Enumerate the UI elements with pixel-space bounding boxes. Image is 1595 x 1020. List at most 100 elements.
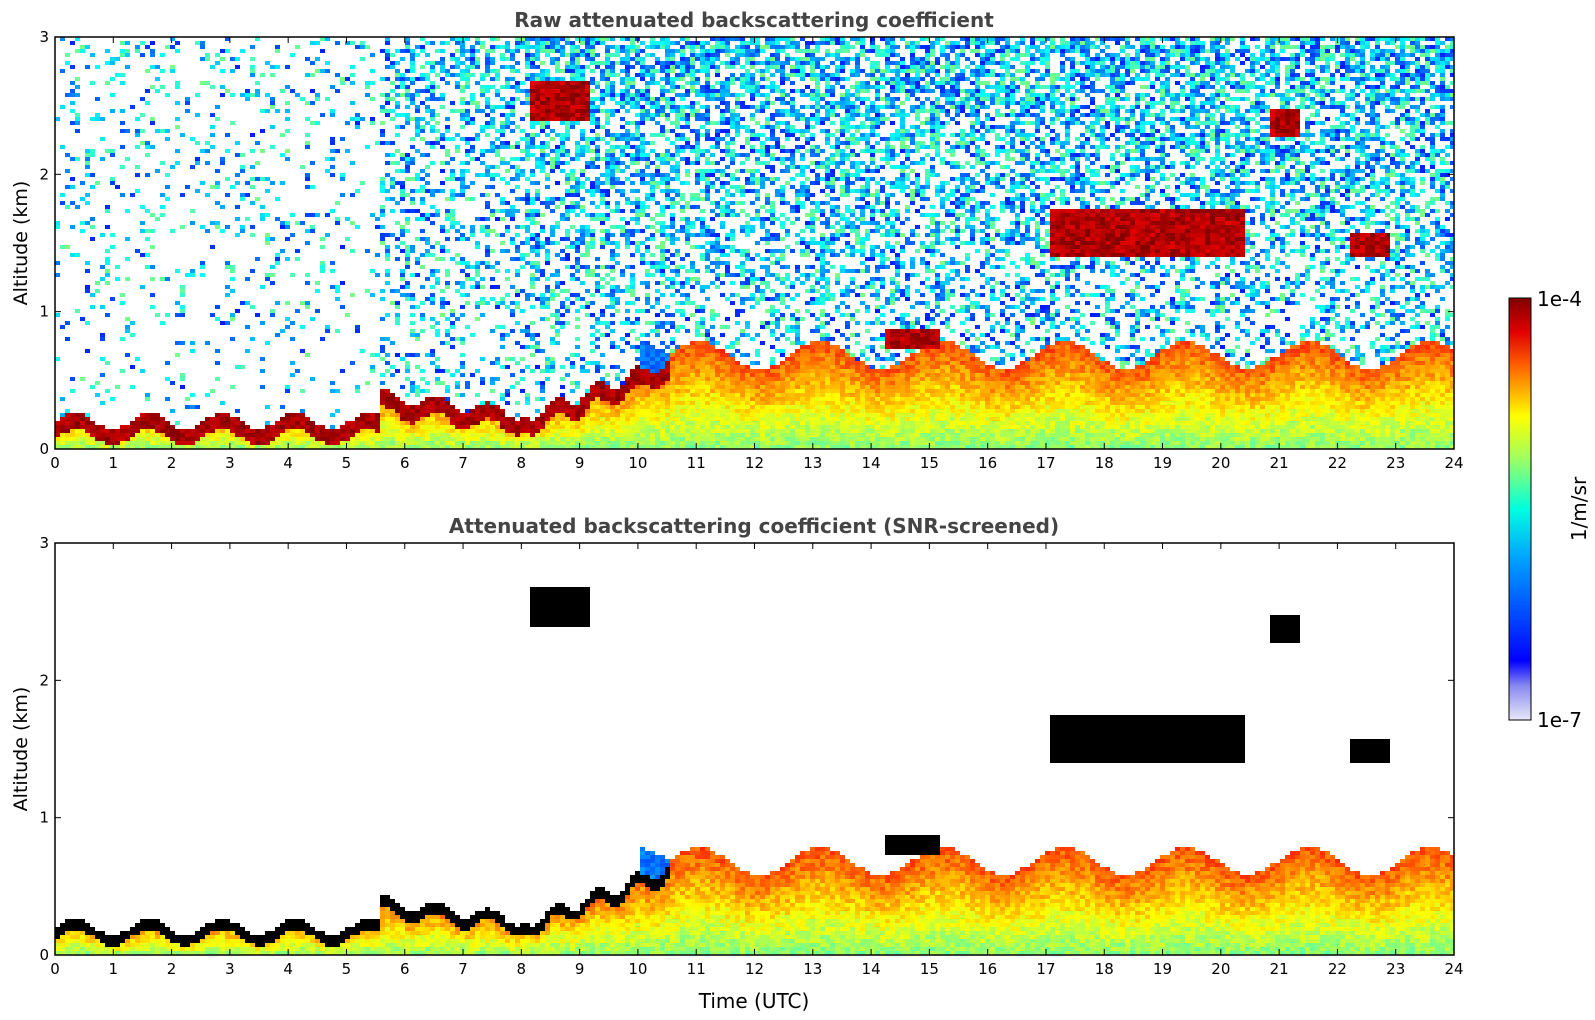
heatmap-cell bbox=[400, 273, 405, 277]
heatmap-cell bbox=[280, 153, 285, 157]
heatmap-cell bbox=[335, 89, 340, 93]
heatmap-cell bbox=[620, 389, 625, 393]
heatmap-cell bbox=[700, 197, 705, 201]
heatmap-cell bbox=[110, 437, 115, 441]
heatmap-cell bbox=[645, 429, 650, 433]
heatmap-cell bbox=[545, 429, 550, 433]
heatmap-cell bbox=[545, 201, 550, 205]
heatmap-cell bbox=[245, 445, 250, 449]
heatmap-cell bbox=[420, 429, 425, 433]
heatmap-cell bbox=[485, 201, 490, 205]
heatmap-cell bbox=[420, 37, 425, 41]
heatmap-cell bbox=[145, 265, 150, 269]
heatmap-cell bbox=[660, 61, 665, 65]
heatmap-cell bbox=[155, 429, 160, 433]
heatmap-cell bbox=[680, 69, 685, 73]
heatmap-cell bbox=[110, 177, 115, 181]
heatmap-cell bbox=[535, 133, 540, 137]
heatmap-cell bbox=[720, 113, 725, 117]
heatmap-cell bbox=[270, 445, 275, 449]
heatmap-cell bbox=[180, 193, 185, 197]
heatmap-cell bbox=[625, 245, 630, 249]
heatmap-cell bbox=[65, 437, 70, 441]
heatmap-cell bbox=[560, 433, 565, 437]
heatmap-cell bbox=[90, 433, 95, 437]
heatmap-cell bbox=[155, 421, 160, 425]
heatmap-cell bbox=[440, 405, 445, 409]
heatmap-cell bbox=[595, 165, 600, 169]
heatmap-cell bbox=[635, 101, 640, 105]
heatmap-cell bbox=[445, 285, 450, 289]
heatmap-cell bbox=[700, 149, 705, 153]
heatmap-cell bbox=[60, 145, 65, 149]
heatmap-cell bbox=[435, 141, 440, 145]
heatmap-cell bbox=[705, 393, 710, 397]
heatmap-cell bbox=[85, 153, 90, 157]
heatmap-cell bbox=[85, 425, 90, 429]
heatmap-cell bbox=[510, 97, 515, 101]
heatmap-cell bbox=[135, 433, 140, 437]
heatmap-cell bbox=[615, 245, 620, 249]
heatmap-cell bbox=[105, 433, 110, 437]
heatmap-cell bbox=[325, 37, 330, 41]
heatmap-cell bbox=[680, 105, 685, 109]
heatmap-cell bbox=[520, 357, 525, 361]
heatmap-cell bbox=[655, 393, 660, 397]
heatmap-cell bbox=[80, 421, 85, 425]
heatmap-cell bbox=[630, 201, 635, 205]
heatmap-cell bbox=[595, 437, 600, 441]
heatmap-cell bbox=[60, 325, 65, 329]
heatmap-cell bbox=[340, 177, 345, 181]
heatmap-cell bbox=[355, 437, 360, 441]
heatmap-cell bbox=[515, 445, 520, 449]
heatmap-cell bbox=[720, 281, 725, 285]
heatmap-cell bbox=[690, 397, 695, 401]
heatmap-cell bbox=[605, 85, 610, 89]
heatmap-cell bbox=[360, 417, 365, 421]
heatmap-cell bbox=[720, 93, 725, 97]
heatmap-cell bbox=[240, 441, 245, 445]
heatmap-cell bbox=[455, 193, 460, 197]
heatmap-cell bbox=[70, 425, 75, 429]
heatmap-cell bbox=[180, 225, 185, 229]
heatmap-cell bbox=[660, 105, 665, 109]
heatmap-cell bbox=[440, 69, 445, 73]
heatmap-cell bbox=[515, 141, 520, 145]
heatmap-cell bbox=[610, 293, 615, 297]
heatmap-cell bbox=[575, 101, 580, 105]
heatmap-cell bbox=[170, 165, 175, 169]
heatmap-cell bbox=[280, 405, 285, 409]
heatmap-cell bbox=[725, 65, 730, 69]
heatmap-cell bbox=[145, 413, 150, 417]
heatmap-cell bbox=[240, 437, 245, 441]
heatmap-cell bbox=[540, 101, 545, 105]
heatmap-cell bbox=[555, 425, 560, 429]
heatmap-cell bbox=[465, 429, 470, 433]
heatmap-cell bbox=[530, 285, 535, 289]
heatmap-cell bbox=[410, 425, 415, 429]
heatmap-cell bbox=[710, 437, 715, 441]
heatmap-cell bbox=[545, 369, 550, 373]
heatmap-cell bbox=[270, 65, 275, 69]
heatmap-cell bbox=[710, 405, 715, 409]
heatmap-cell bbox=[395, 61, 400, 65]
heatmap-cell bbox=[695, 145, 700, 149]
heatmap-cell bbox=[605, 405, 610, 409]
heatmap-cell bbox=[410, 81, 415, 85]
heatmap-cell bbox=[55, 117, 60, 121]
heatmap-cell bbox=[655, 421, 660, 425]
heatmap-cell bbox=[430, 273, 435, 277]
heatmap-cell bbox=[610, 341, 615, 345]
heatmap-cell bbox=[610, 53, 615, 57]
heatmap-cell bbox=[60, 201, 65, 205]
heatmap-cell bbox=[645, 401, 650, 405]
heatmap-cell bbox=[385, 445, 390, 449]
heatmap-cell bbox=[275, 429, 280, 433]
heatmap-cell bbox=[625, 417, 630, 421]
heatmap-cell bbox=[715, 369, 720, 373]
heatmap-cell bbox=[520, 101, 525, 105]
heatmap-cell bbox=[550, 77, 555, 81]
heatmap-cell bbox=[275, 301, 280, 305]
heatmap-cell bbox=[365, 381, 370, 385]
heatmap-cell bbox=[130, 429, 135, 433]
